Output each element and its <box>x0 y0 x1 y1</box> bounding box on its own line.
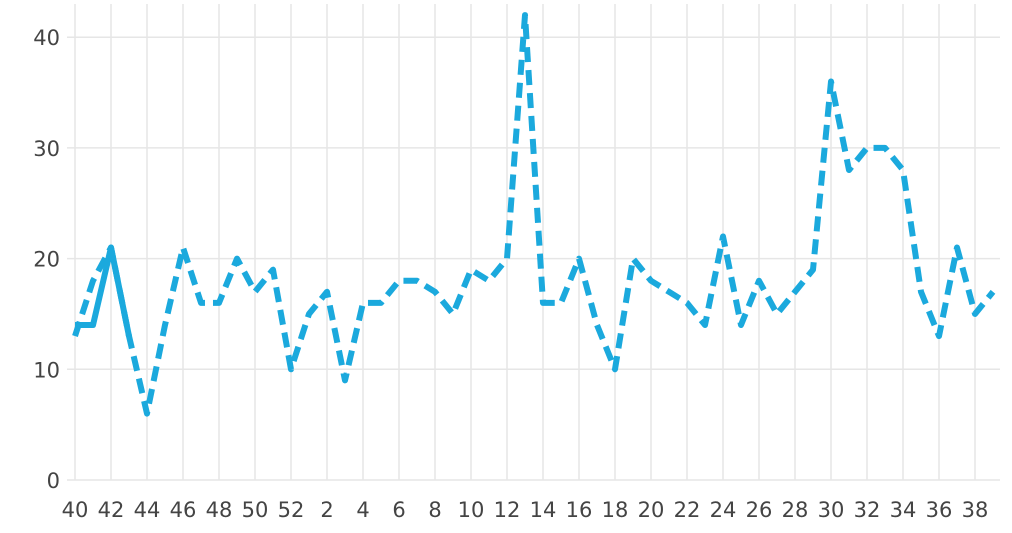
x-tick-label: 4 <box>356 498 369 522</box>
x-tick-label: 6 <box>392 498 405 522</box>
x-tick-label: 2 <box>320 498 333 522</box>
x-tick-label: 24 <box>710 498 737 522</box>
line-series <box>72 12 996 417</box>
y-tick-label: 0 <box>47 469 60 493</box>
x-tick-label: 42 <box>98 498 125 522</box>
x-tick-label: 26 <box>746 498 773 522</box>
x-tick-label: 28 <box>782 498 809 522</box>
x-tick-label: 22 <box>674 498 701 522</box>
y-tick-label: 30 <box>33 137 60 161</box>
x-tick-label: 48 <box>206 498 233 522</box>
x-tick-label: 50 <box>242 498 269 522</box>
x-tick-label: 12 <box>494 498 521 522</box>
x-tick-label: 30 <box>818 498 845 522</box>
y-tick-label: 20 <box>33 248 60 272</box>
y-tick-label: 40 <box>33 26 60 50</box>
x-tick-label: 46 <box>170 498 197 522</box>
x-tick-label: 36 <box>926 498 953 522</box>
x-tick-label: 32 <box>854 498 881 522</box>
x-tick-label: 20 <box>638 498 665 522</box>
x-tick-label: 34 <box>890 498 917 522</box>
x-tick-label: 44 <box>134 498 161 522</box>
x-tick-label: 14 <box>530 498 557 522</box>
y-tick-label: 10 <box>33 358 60 382</box>
x-tick-label: 38 <box>962 498 989 522</box>
x-tick-label: 8 <box>428 498 441 522</box>
x-tick-label: 10 <box>458 498 485 522</box>
line-series <box>75 244 132 337</box>
x-tick-label: 40 <box>62 498 89 522</box>
x-tick-label: 18 <box>602 498 629 522</box>
x-tick-label: 16 <box>566 498 593 522</box>
x-tick-label: 52 <box>278 498 305 522</box>
